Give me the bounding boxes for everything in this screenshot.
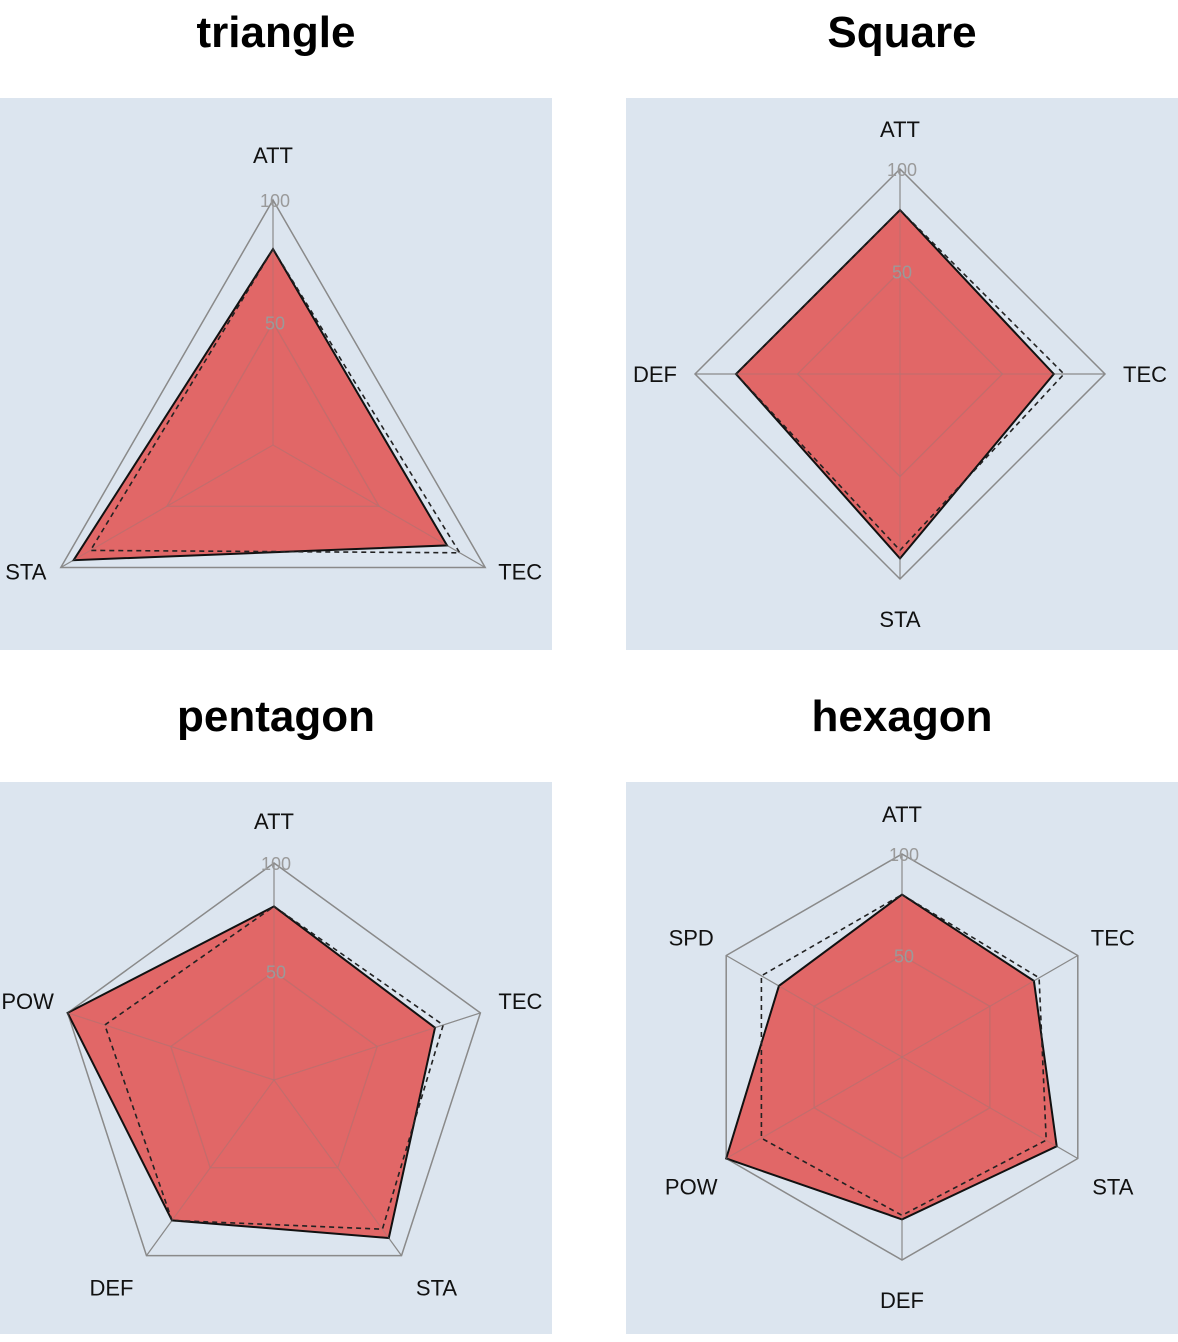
radar-panel-pentagon: pentagon 50 100 ATT TEC STA DEF POW: [0, 684, 552, 1342]
grid-spoke-overlay: [272, 444, 486, 568]
axis-label-tec: TEC: [1091, 926, 1135, 951]
plot-area: 50 100 ATT TEC STA DEF POW SPD: [626, 782, 1178, 1334]
radar-panel-hexagon: hexagon 50 100 ATT TEC STA DEF POW SPD: [626, 684, 1178, 1342]
axis-label-att: ATT: [253, 143, 293, 168]
axis-label-sta: STA: [1092, 1175, 1133, 1200]
tick-label: 50: [265, 314, 285, 334]
axis-label-tec: TEC: [498, 560, 542, 585]
axis-label-att: ATT: [882, 802, 922, 827]
tick-label: 100: [889, 845, 919, 865]
chart-title: Square: [827, 8, 977, 57]
series-outline-dashed: [103, 905, 445, 1231]
grid-spoke-overlay: [725, 1056, 903, 1159]
tick-label: 50: [892, 263, 912, 283]
plot-area: 50 100 ATT TEC STA: [0, 98, 552, 650]
grid-ring-overlay: [59, 199, 487, 568]
grid-ring-overlay: [813, 954, 991, 1160]
chart-title: hexagon: [811, 692, 993, 741]
axis-label-att: ATT: [254, 809, 294, 834]
axis-label-pow: POW: [665, 1175, 718, 1200]
axis-label-def: DEF: [90, 1276, 134, 1301]
series-area: [734, 208, 1056, 561]
axis-label-att: ATT: [880, 117, 920, 142]
series-outline-dashed: [89, 247, 462, 554]
grid-spoke-overlay: [725, 955, 903, 1058]
radar-panel-triangle: triangle 50 100 ATT TEC STA: [0, 0, 552, 658]
tick-label: 50: [266, 963, 286, 983]
axis-label-def: DEF: [633, 362, 677, 387]
radar-chart-triangle: 50 100 ATT TEC STA: [5, 143, 542, 585]
grid-ring-overlay: [694, 168, 1106, 580]
chart-title: triangle: [196, 8, 356, 57]
grid-spoke-overlay: [146, 1079, 275, 1256]
grid-spoke-overlay: [901, 1056, 1079, 1159]
grid-ring-100: [59, 198, 487, 569]
plot-area: 50 100 ATT TEC STA DEF POW: [0, 782, 552, 1334]
tick-label: 100: [261, 854, 291, 874]
radar-panel-square: Square 50 100 ATT TEC STA DEF: [626, 0, 1178, 658]
tick-label: 100: [260, 191, 290, 211]
chart-title: pentagon: [177, 692, 375, 741]
grid-spoke-overlay: [60, 444, 274, 568]
grid-ring-overlay: [166, 321, 380, 507]
radar-chart-hexagon: 50 100 ATT TEC STA DEF POW SPD: [665, 802, 1135, 1313]
axis-label-tec: TEC: [1123, 362, 1167, 387]
tick-label: 100: [887, 160, 917, 180]
axis-label-spd: SPD: [669, 926, 714, 951]
grid-ring-100: [66, 862, 482, 1257]
axis-label-sta: STA: [879, 607, 920, 632]
series-area: [71, 247, 449, 562]
grid-ring-overlay: [67, 862, 481, 1257]
grid-spoke-overlay: [273, 1079, 402, 1256]
grid-spoke-overlay: [273, 1012, 481, 1081]
series-area: [66, 905, 437, 1240]
grid-ring-overlay: [796, 270, 1004, 478]
plot-area: 50 100 ATT TEC STA DEF: [626, 98, 1178, 650]
radar-chart-square: 50 100 ATT TEC STA DEF: [633, 117, 1167, 632]
series-outline-dashed: [734, 208, 1066, 552]
series-area: [724, 893, 1058, 1221]
radar-chart-pentagon: 50 100 ATT TEC STA DEF POW: [1, 809, 542, 1301]
axis-label-def: DEF: [880, 1288, 924, 1313]
grid-spoke-overlay: [901, 955, 1079, 1058]
axis-label-pow: POW: [1, 989, 54, 1014]
axis-label-tec: TEC: [498, 989, 542, 1014]
grid-ring-overlay: [725, 853, 1079, 1261]
axis-label-sta: STA: [416, 1276, 457, 1301]
grid-spoke-overlay: [67, 1012, 275, 1081]
tick-label: 50: [894, 947, 914, 967]
axis-label-sta: STA: [5, 560, 46, 585]
grid-ring-overlay: [170, 970, 378, 1169]
